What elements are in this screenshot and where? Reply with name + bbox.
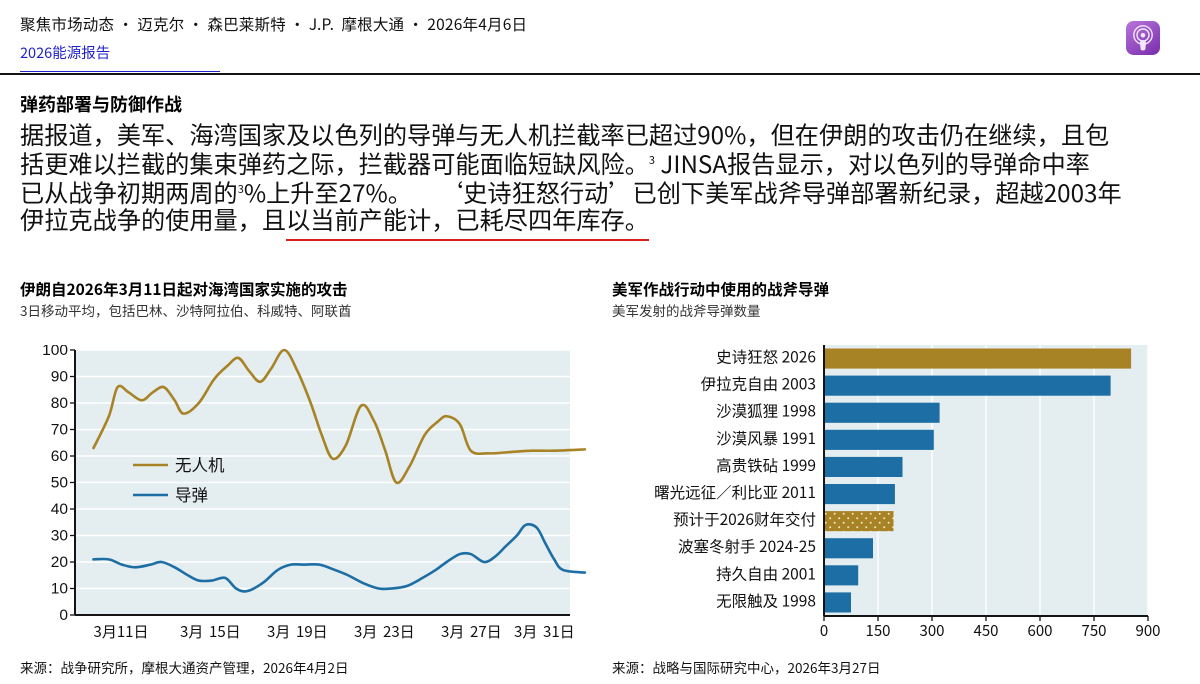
svg-text:80: 80 bbox=[51, 395, 69, 412]
svg-text:高贵铁砧 1999: 高贵铁砧 1999 bbox=[716, 454, 816, 476]
svg-text:3月: 3月 bbox=[180, 621, 203, 642]
svg-text:曙光远征／利比亚 2011: 曙光远征／利比亚 2011 bbox=[654, 481, 816, 503]
svg-text:3月: 3月 bbox=[354, 621, 377, 642]
svg-text:150: 150 bbox=[866, 620, 891, 641]
svg-text:750: 750 bbox=[1082, 620, 1107, 641]
svg-text:70: 70 bbox=[51, 422, 69, 439]
svg-text:50: 50 bbox=[51, 475, 69, 492]
svg-text:30: 30 bbox=[51, 528, 69, 545]
svg-text:无人机: 无人机 bbox=[175, 452, 225, 476]
svg-text:19日: 19日 bbox=[296, 621, 328, 642]
svg-text:0: 0 bbox=[59, 607, 68, 624]
svg-text:27日: 27日 bbox=[470, 621, 502, 642]
svg-text:沙漠狐狸 1998: 沙漠狐狸 1998 bbox=[716, 400, 816, 422]
svg-text:100: 100 bbox=[42, 345, 68, 359]
svg-text:预计于2026财年交付: 预计于2026财年交付 bbox=[673, 508, 816, 530]
svg-text:60: 60 bbox=[51, 448, 69, 465]
svg-text:40: 40 bbox=[51, 501, 69, 518]
svg-text:450: 450 bbox=[974, 620, 999, 641]
svg-text:20: 20 bbox=[51, 554, 69, 571]
svg-text:15日: 15日 bbox=[209, 621, 241, 642]
svg-text:无限触及 1998: 无限触及 1998 bbox=[716, 589, 816, 611]
svg-text:导弹: 导弹 bbox=[175, 482, 208, 506]
svg-text:23日: 23日 bbox=[383, 621, 415, 642]
svg-text:31日: 31日 bbox=[543, 621, 575, 642]
svg-text:3月11日: 3月11日 bbox=[94, 621, 149, 642]
svg-text:3月: 3月 bbox=[441, 621, 464, 642]
svg-text:史诗狂怒 2026: 史诗狂怒 2026 bbox=[716, 346, 816, 368]
svg-text:3月: 3月 bbox=[514, 621, 537, 642]
svg-text:10: 10 bbox=[51, 581, 69, 598]
svg-text:90: 90 bbox=[51, 369, 69, 386]
svg-text:0: 0 bbox=[820, 620, 828, 641]
svg-text:900: 900 bbox=[1136, 620, 1160, 641]
svg-text:600: 600 bbox=[1028, 620, 1053, 641]
svg-text:持久自由 2001: 持久自由 2001 bbox=[716, 562, 816, 584]
svg-text:伊拉克自由 2003: 伊拉克自由 2003 bbox=[701, 373, 816, 395]
svg-text:300: 300 bbox=[920, 620, 945, 641]
svg-text:3月: 3月 bbox=[267, 621, 290, 642]
svg-text:波塞冬射手 2024-25: 波塞冬射手 2024-25 bbox=[678, 535, 816, 557]
svg-text:沙漠风暴 1991: 沙漠风暴 1991 bbox=[716, 427, 816, 449]
